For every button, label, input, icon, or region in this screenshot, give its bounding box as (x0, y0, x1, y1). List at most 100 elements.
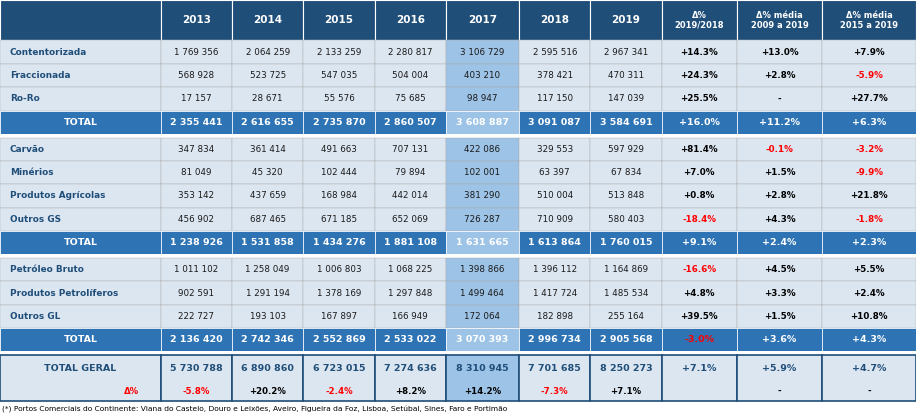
Text: Fraccionada: Fraccionada (10, 71, 71, 80)
Text: 3 608 887: 3 608 887 (456, 118, 509, 127)
Text: 1 398 866: 1 398 866 (460, 265, 505, 274)
FancyBboxPatch shape (303, 161, 375, 184)
Text: 1 011 102: 1 011 102 (174, 265, 219, 274)
Text: 329 553: 329 553 (537, 145, 572, 154)
FancyBboxPatch shape (823, 305, 916, 328)
Text: +9.1%: +9.1% (682, 238, 716, 247)
FancyBboxPatch shape (661, 281, 736, 305)
FancyBboxPatch shape (303, 208, 375, 231)
FancyBboxPatch shape (375, 355, 446, 401)
Text: 580 403: 580 403 (607, 215, 644, 224)
FancyBboxPatch shape (519, 281, 590, 305)
Text: 422 086: 422 086 (464, 145, 500, 154)
FancyBboxPatch shape (736, 258, 823, 281)
FancyBboxPatch shape (661, 87, 736, 111)
Text: -9.9%: -9.9% (856, 168, 883, 177)
Text: 3 091 087: 3 091 087 (529, 118, 581, 127)
Text: 2 136 420: 2 136 420 (170, 335, 223, 344)
FancyBboxPatch shape (375, 111, 446, 134)
Text: +3.6%: +3.6% (762, 335, 797, 344)
FancyBboxPatch shape (232, 138, 303, 161)
Text: 2019: 2019 (612, 15, 640, 25)
FancyBboxPatch shape (590, 281, 661, 305)
FancyBboxPatch shape (823, 0, 916, 41)
FancyBboxPatch shape (375, 41, 446, 64)
FancyBboxPatch shape (519, 258, 590, 281)
FancyBboxPatch shape (519, 208, 590, 231)
FancyBboxPatch shape (303, 138, 375, 161)
FancyBboxPatch shape (303, 231, 375, 255)
Text: 2 533 022: 2 533 022 (384, 335, 436, 344)
FancyBboxPatch shape (823, 41, 916, 64)
FancyBboxPatch shape (375, 87, 446, 111)
Text: -16.6%: -16.6% (682, 265, 716, 274)
FancyBboxPatch shape (161, 64, 232, 87)
FancyBboxPatch shape (161, 208, 232, 231)
FancyBboxPatch shape (823, 328, 916, 352)
Text: -5.9%: -5.9% (856, 71, 883, 80)
Text: 3 070 393: 3 070 393 (456, 335, 508, 344)
Text: 652 069: 652 069 (392, 215, 428, 224)
Text: 2 860 507: 2 860 507 (384, 118, 437, 127)
Text: 2 133 259: 2 133 259 (317, 48, 361, 56)
Text: -: - (778, 94, 781, 103)
FancyBboxPatch shape (590, 87, 661, 111)
FancyBboxPatch shape (661, 355, 736, 401)
Text: +7.9%: +7.9% (854, 48, 885, 56)
Text: +81.4%: +81.4% (681, 145, 718, 154)
FancyBboxPatch shape (232, 258, 303, 281)
FancyBboxPatch shape (161, 138, 232, 161)
Text: -: - (867, 387, 871, 396)
FancyBboxPatch shape (661, 208, 736, 231)
FancyBboxPatch shape (519, 111, 590, 134)
FancyBboxPatch shape (736, 41, 823, 64)
FancyBboxPatch shape (590, 0, 661, 41)
Text: +4.8%: +4.8% (683, 288, 715, 298)
Text: 1 378 169: 1 378 169 (317, 288, 361, 298)
Text: +7.1%: +7.1% (610, 387, 641, 396)
FancyBboxPatch shape (232, 41, 303, 64)
Text: 2015: 2015 (324, 15, 354, 25)
Text: (*) Portos Comerciais do Continente: Viana do Castelo, Douro e Leixões, Aveiro, : (*) Portos Comerciais do Continente: Via… (2, 406, 507, 413)
FancyBboxPatch shape (823, 258, 916, 281)
FancyBboxPatch shape (590, 161, 661, 184)
FancyBboxPatch shape (823, 231, 916, 255)
Text: 1 164 869: 1 164 869 (604, 265, 648, 274)
Text: Produtos Agrícolas: Produtos Agrícolas (10, 191, 105, 201)
FancyBboxPatch shape (161, 305, 232, 328)
Text: 5 730 788: 5 730 788 (170, 364, 223, 373)
FancyBboxPatch shape (0, 161, 161, 184)
Text: 1 531 858: 1 531 858 (241, 238, 294, 247)
Text: 98 947: 98 947 (467, 94, 497, 103)
FancyBboxPatch shape (375, 281, 446, 305)
FancyBboxPatch shape (519, 231, 590, 255)
Text: +27.7%: +27.7% (850, 94, 888, 103)
FancyBboxPatch shape (590, 208, 661, 231)
FancyBboxPatch shape (303, 184, 375, 208)
Text: +2.3%: +2.3% (852, 238, 887, 247)
Text: 1 006 803: 1 006 803 (317, 265, 361, 274)
Text: +2.8%: +2.8% (764, 191, 795, 201)
Text: +0.8%: +0.8% (683, 191, 714, 201)
FancyBboxPatch shape (519, 161, 590, 184)
FancyBboxPatch shape (661, 64, 736, 87)
Text: 1 613 864: 1 613 864 (529, 238, 581, 247)
FancyBboxPatch shape (161, 258, 232, 281)
FancyBboxPatch shape (446, 305, 519, 328)
FancyBboxPatch shape (446, 231, 519, 255)
Text: 79 894: 79 894 (395, 168, 425, 177)
FancyBboxPatch shape (446, 184, 519, 208)
Text: +4.3%: +4.3% (764, 215, 795, 224)
FancyBboxPatch shape (161, 161, 232, 184)
Text: +2.8%: +2.8% (764, 71, 795, 80)
Text: Δ%: Δ% (125, 387, 139, 396)
FancyBboxPatch shape (232, 231, 303, 255)
FancyBboxPatch shape (736, 184, 823, 208)
Text: -3.0%: -3.0% (684, 335, 714, 344)
Text: 28 671: 28 671 (253, 94, 283, 103)
FancyBboxPatch shape (232, 355, 303, 401)
FancyBboxPatch shape (823, 281, 916, 305)
Text: +11.2%: +11.2% (759, 118, 800, 127)
Text: 67 834: 67 834 (611, 168, 641, 177)
FancyBboxPatch shape (446, 111, 519, 134)
